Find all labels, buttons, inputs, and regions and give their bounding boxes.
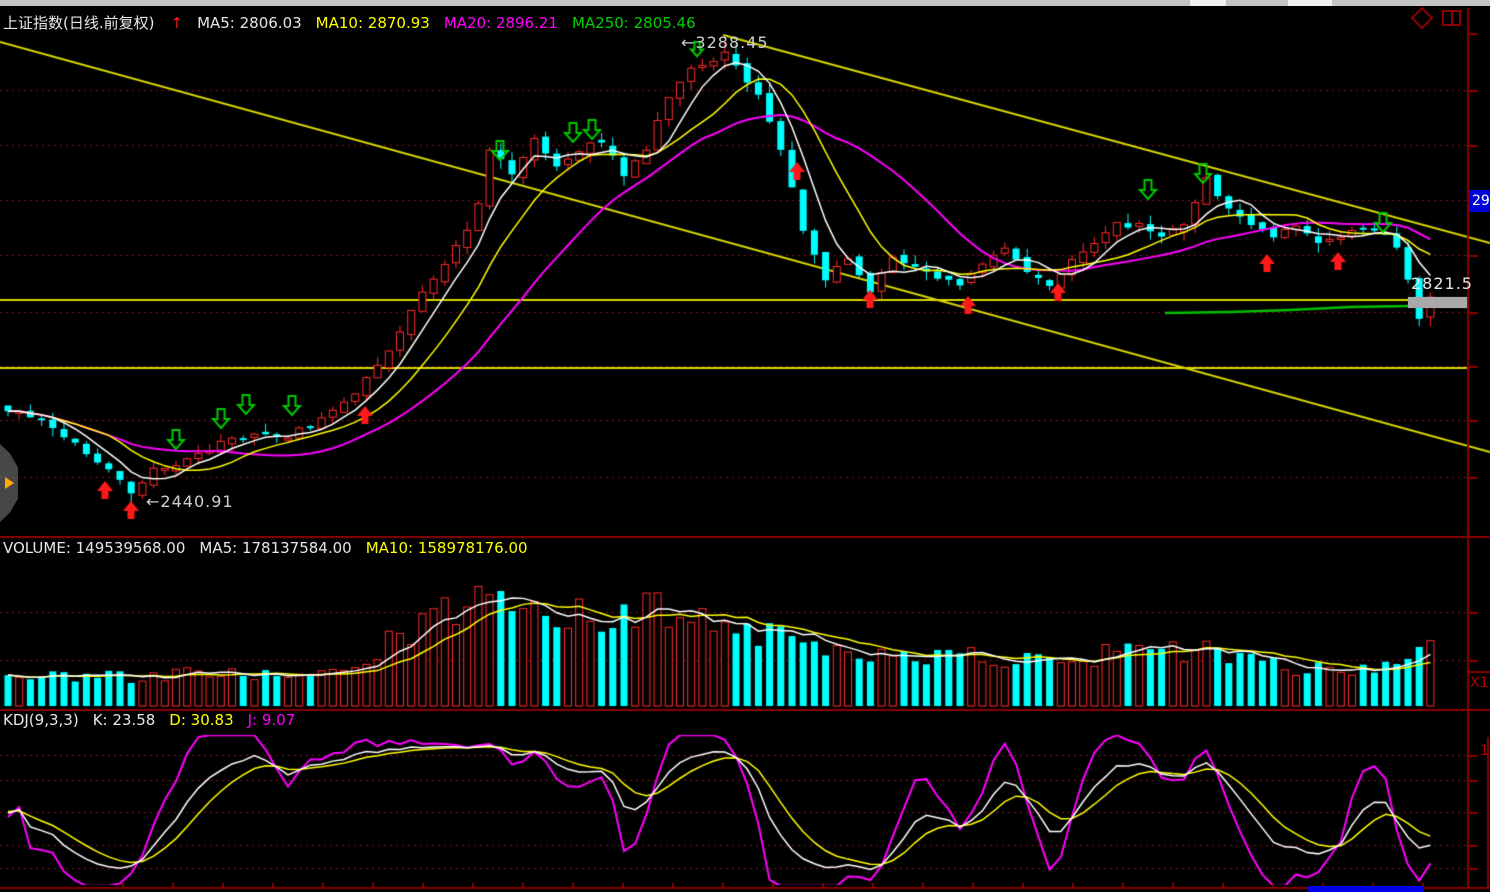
- sidebar-expand-handle[interactable]: [0, 444, 18, 522]
- volume-readout: VOLUME: 149539568.00: [3, 539, 186, 557]
- last-price-tag: 2821.5: [1411, 274, 1473, 293]
- axis-price-badge: 29: [1469, 189, 1490, 213]
- low-price-annotation: ←2440.91: [146, 492, 234, 511]
- kdj-name: KDJ(9,3,3): [3, 711, 79, 729]
- diamond-icon[interactable]: [1410, 6, 1434, 30]
- volume-ma5-readout: MA5: 178137584.00: [199, 539, 352, 557]
- pane-corner-icons: [1410, 6, 1461, 30]
- expand-arrow-icon: [5, 477, 14, 489]
- kdj-scale-label: 1: [1480, 743, 1489, 759]
- ma10-readout: MA10: 2870.93: [315, 14, 430, 32]
- volume-ma10-readout: MA10: 158978176.00: [365, 539, 528, 557]
- toolbar-edge-strip: [0, 0, 1490, 6]
- price-pane-header: 上证指数(日线.前复权) ↑ MA5: 2806.03 MA10: 2870.93 MA…: [3, 12, 710, 33]
- restore-window-icon[interactable]: [1442, 10, 1461, 26]
- last-price-band: [1408, 297, 1467, 308]
- strip-highlight: [1190, 0, 1226, 6]
- high-price-annotation: ←3288.45: [681, 33, 769, 52]
- volume-pane-header: VOLUME: 149539568.00 MA5: 178137584.00 MA1…: [3, 539, 542, 557]
- kdj-j-readout: J: 9.07: [247, 711, 296, 729]
- scrollbar-thumb[interactable]: [1307, 886, 1424, 892]
- kdj-k-readout: K: 23.58: [92, 711, 156, 729]
- kdj-pane-header: KDJ(9,3,3) K: 23.58 D: 30.83 J: 9.07: [3, 711, 309, 729]
- volume-scale-label: X1: [1470, 675, 1489, 691]
- ma250-readout: MA250: 2805.46: [571, 14, 696, 32]
- strip-highlight: [1288, 0, 1332, 6]
- ma5-readout: MA5: 2806.03: [197, 14, 302, 32]
- instrument-title: 上证指数(日线.前复权): [3, 14, 155, 32]
- ma20-readout: MA20: 2896.21: [443, 14, 558, 32]
- kdj-d-readout: D: 30.83: [169, 711, 234, 729]
- trend-up-icon: ↑: [170, 14, 184, 32]
